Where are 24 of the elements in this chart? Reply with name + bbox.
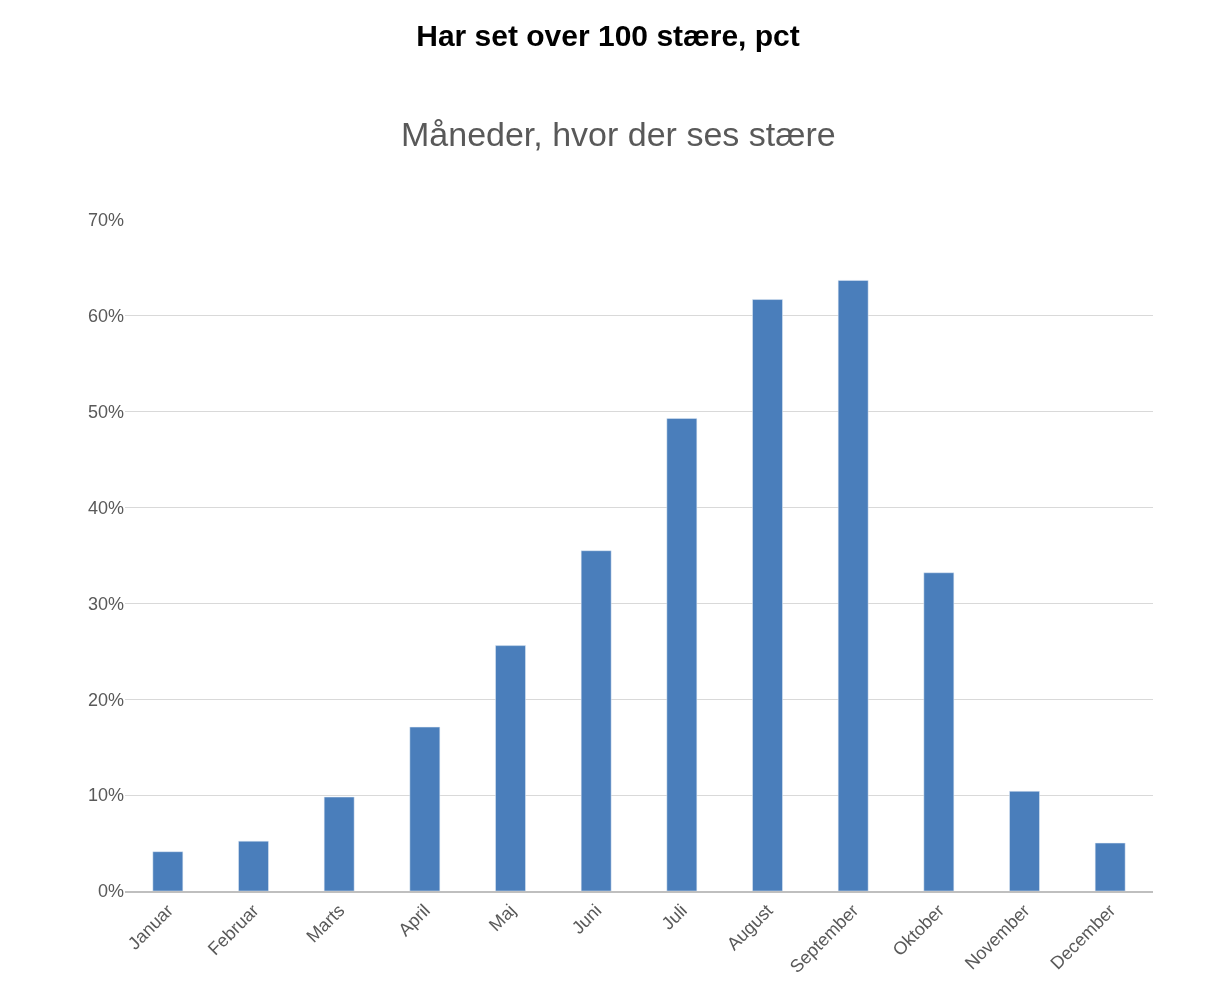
bar <box>1009 791 1040 891</box>
bar <box>666 418 698 891</box>
y-tick-label: 0% <box>97 881 124 902</box>
bar <box>923 572 955 891</box>
bar <box>837 280 869 891</box>
y-tick-label: 70% <box>87 210 124 231</box>
bar <box>495 645 526 891</box>
chart-title: Har set over 100 stære, pct <box>416 18 800 52</box>
y-tick-label: 40% <box>87 497 124 518</box>
x-tick-label: Juli <box>657 900 692 934</box>
y-tick-label: 30% <box>87 593 124 614</box>
bar <box>409 726 441 891</box>
y-tick-label: 20% <box>87 689 124 710</box>
y-tick-label: 50% <box>87 402 124 423</box>
bar <box>238 840 269 891</box>
bar <box>752 299 783 891</box>
x-tick-label: Maj <box>485 900 520 936</box>
bar <box>323 796 355 891</box>
bar <box>152 851 184 891</box>
bar <box>1094 842 1126 891</box>
chart-subtitle: Måneder, hvor der ses stære <box>401 115 836 153</box>
y-tick-label: 60% <box>87 306 124 327</box>
bar <box>580 550 612 891</box>
y-tick-label: 10% <box>87 785 124 806</box>
